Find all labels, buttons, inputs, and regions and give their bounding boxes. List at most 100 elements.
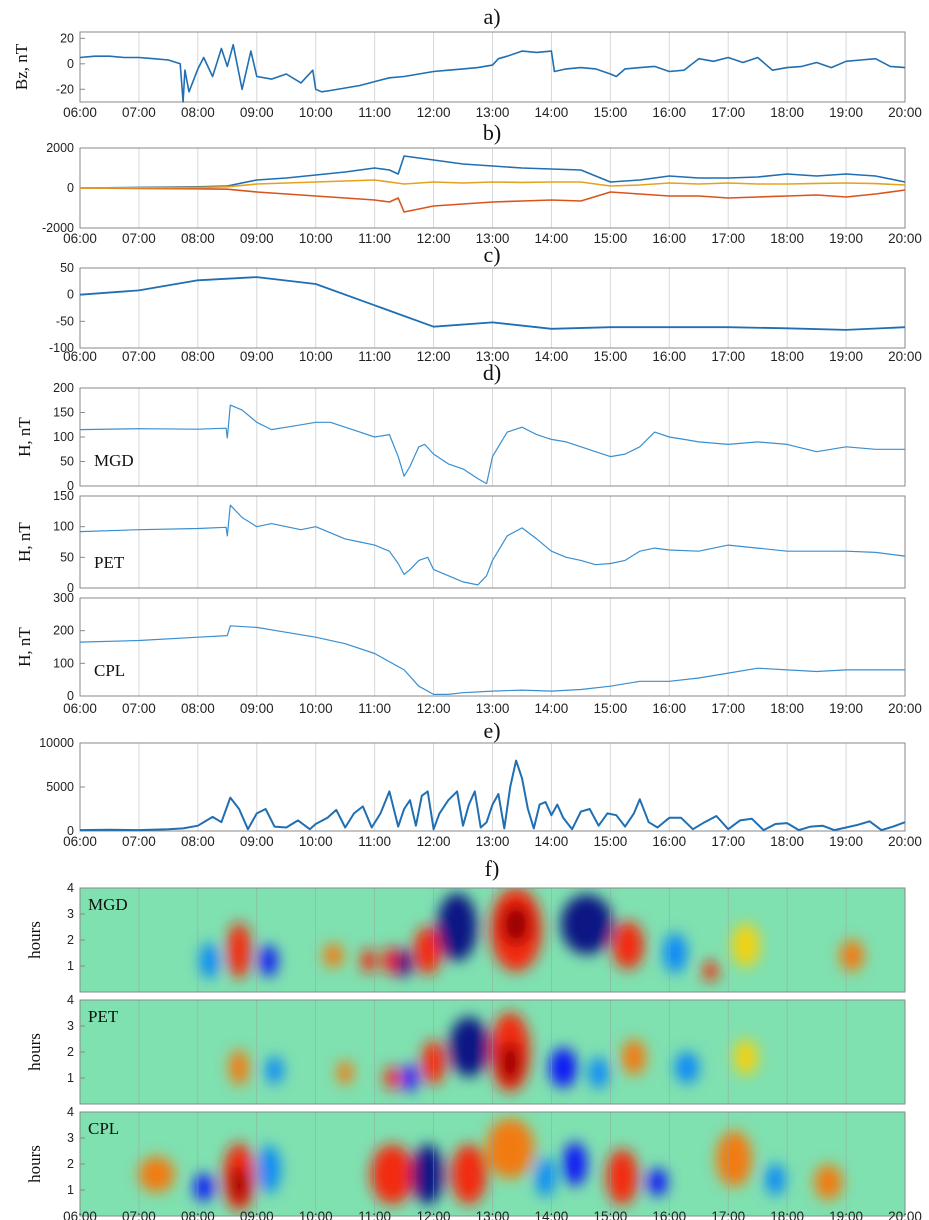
y-axis-label: H, nT xyxy=(15,522,34,562)
x-tick-label: 13:00 xyxy=(476,105,510,120)
heatmap-cell-blob xyxy=(647,1168,668,1197)
x-tick-label: 12:00 xyxy=(417,1209,451,1220)
panel-f-heatmap-mgd: 4 3 2 1 MGD hours xyxy=(25,881,906,993)
x-tick-label: 09:00 xyxy=(240,105,274,120)
x-tick-label: 07:00 xyxy=(122,834,156,849)
y-tick-label: 100 xyxy=(53,656,74,670)
x-tick-label: 19:00 xyxy=(829,105,863,120)
y-tick-label: -100 xyxy=(49,341,74,355)
y-tick-label: 1 xyxy=(67,959,74,973)
station-label: PET xyxy=(88,1007,119,1026)
x-tick-label: 14:00 xyxy=(535,231,569,246)
heatmap-cell-blob xyxy=(839,939,864,972)
x-tick-label: 18:00 xyxy=(770,1209,804,1220)
y-tick-label: 4 xyxy=(67,1105,74,1119)
heatmap-cell-blob xyxy=(402,1064,418,1092)
x-tick-label: 10:00 xyxy=(299,231,333,246)
x-tick-label: 17:00 xyxy=(711,105,745,120)
x-tick-label: 11:00 xyxy=(358,105,391,120)
x-tick-label: 09:00 xyxy=(240,1209,274,1220)
x-tick-label: 08:00 xyxy=(181,349,215,364)
y-tick-label: 200 xyxy=(53,624,74,638)
heatmap-cell-blob xyxy=(231,1166,248,1203)
x-tick-label: 18:00 xyxy=(770,231,804,246)
y-tick-label: 3 xyxy=(67,907,74,921)
y-tick-label: 50 xyxy=(60,550,74,564)
data-series-line xyxy=(79,155,906,189)
x-tick-label: 16:00 xyxy=(652,105,686,120)
x-tick-label: 06:00 xyxy=(63,105,97,120)
heatmap-cell-blob xyxy=(138,1156,175,1193)
heatmap-cell-blob xyxy=(563,1142,587,1186)
x-tick-label: 18:00 xyxy=(770,105,804,120)
panel-label: b) xyxy=(483,120,501,145)
data-series-line xyxy=(79,625,905,696)
y-tick-label: 0 xyxy=(67,57,74,71)
heatmap-cell-blob xyxy=(323,943,344,968)
heatmap-cell-blob xyxy=(486,1118,535,1179)
heatmap-cell-blob xyxy=(193,1173,214,1202)
heatmap-cell-blob xyxy=(256,1145,281,1194)
x-tick-label: 14:00 xyxy=(535,349,569,364)
x-tick-label: 10:00 xyxy=(299,834,333,849)
y-tick-label: 5000 xyxy=(46,780,74,794)
y-tick-label: 0 xyxy=(67,181,74,195)
x-tick-label: 12:00 xyxy=(417,701,451,716)
x-tick-label: 16:00 xyxy=(652,231,686,246)
x-tick-label: 14:00 xyxy=(535,1209,569,1220)
x-tick-label: 07:00 xyxy=(122,231,156,246)
y-tick-label: 2 xyxy=(67,933,74,947)
heatmap-cell-blob xyxy=(733,1039,758,1076)
x-tick-label: 12:00 xyxy=(417,105,451,120)
y-tick-label: 1 xyxy=(67,1071,74,1085)
y-axis-label: H, nT xyxy=(15,627,34,667)
heatmap-cell-blob xyxy=(360,948,377,973)
data-series-line xyxy=(79,404,905,485)
y-tick-label: 20 xyxy=(60,31,74,45)
x-tick-label: 14:00 xyxy=(535,834,569,849)
y-axis-label: hours xyxy=(25,921,44,959)
x-tick-label: 20:00 xyxy=(888,834,922,849)
heatmap-cell-blob xyxy=(411,1144,444,1205)
x-tick-label: 17:00 xyxy=(711,701,745,716)
x-tick-label: 13:00 xyxy=(476,1209,510,1220)
y-tick-label: 300 xyxy=(53,591,74,605)
heatmap-cell-blob xyxy=(535,1157,556,1197)
x-tick-label: 18:00 xyxy=(770,701,804,716)
heatmap-cell-blob xyxy=(663,933,688,973)
y-tick-label: 100 xyxy=(53,430,74,444)
x-tick-label: 18:00 xyxy=(770,834,804,849)
y-tick-label: -2000 xyxy=(42,221,74,235)
x-tick-label: 14:00 xyxy=(535,105,569,120)
data-series-line xyxy=(79,187,906,213)
y-tick-label: 100 xyxy=(53,520,74,534)
data-series-line xyxy=(79,179,906,189)
panel-label: f) xyxy=(485,856,500,881)
panel-e-axes: 10000 5000 006:00 07:00 08:00 09:00 10:00 11:00… xyxy=(39,736,922,849)
x-tick-label: 08:00 xyxy=(181,1209,215,1220)
x-tick-label: 15:00 xyxy=(593,701,627,716)
x-tick-label: 06:00 xyxy=(63,701,97,716)
panel-label: e) xyxy=(483,718,500,743)
y-tick-label: 4 xyxy=(67,881,74,895)
station-label: PET xyxy=(94,553,125,572)
y-tick-label: 0 xyxy=(67,824,74,838)
y-tick-label: 2 xyxy=(67,1045,74,1059)
y-tick-label: 2 xyxy=(67,1157,74,1171)
y-axis-label: H, nT xyxy=(15,417,34,457)
data-series-line xyxy=(79,759,906,832)
x-tick-label: 14:00 xyxy=(535,701,569,716)
y-tick-label: 0 xyxy=(67,288,74,302)
x-tick-label: 11:00 xyxy=(358,1209,391,1220)
x-tick-label: 07:00 xyxy=(122,105,156,120)
x-tick-label: 16:00 xyxy=(652,349,686,364)
panel-d-axes-pet: 150 100 50 0 PET H, nT xyxy=(15,489,906,595)
x-tick-label: 15:00 xyxy=(593,1209,627,1220)
x-tick-label: 20:00 xyxy=(888,105,922,120)
x-tick-label: 16:00 xyxy=(652,834,686,849)
panel-f-heatmap-cpl: 4 3 2 1 CPL hours xyxy=(25,1105,906,1217)
heatmap-cell-blob xyxy=(450,1144,487,1205)
axes-box xyxy=(79,267,906,349)
heatmap-cell-blob xyxy=(229,1049,250,1086)
